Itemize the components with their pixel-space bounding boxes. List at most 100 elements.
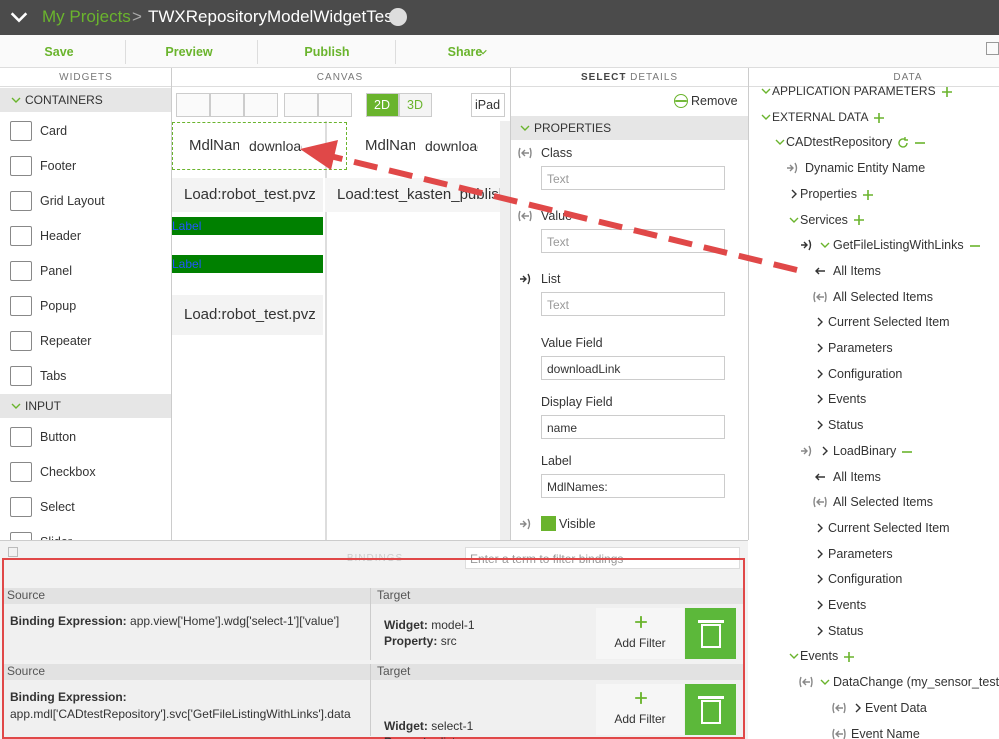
visible-checkbox[interactable]: [541, 516, 556, 531]
tree-item[interactable]: Current Selected Item: [828, 520, 950, 536]
icon-path: [874, 112, 885, 123]
toolbar-button[interactable]: Save: [44, 45, 74, 59]
widget-item[interactable]: Select: [40, 500, 75, 514]
device-button[interactable]: [471, 93, 505, 117]
widget-item[interactable]: Button: [40, 430, 77, 444]
tree-item[interactable]: EXTERNAL DATA: [772, 109, 885, 125]
tree-item[interactable]: LoadBinary: [833, 443, 913, 459]
target-line: Property: list: [384, 734, 455, 739]
icon-path: [11, 97, 21, 103]
tree-item[interactable]: All Selected Items: [833, 494, 933, 510]
target-key: Property:: [384, 735, 437, 739]
tree-item[interactable]: DataChange (my_sensor_test1): [833, 674, 999, 690]
widget-item[interactable]: Checkbox: [40, 465, 96, 479]
tree-label: Status: [828, 418, 864, 433]
tree-item[interactable]: All Items: [833, 263, 881, 279]
field-input[interactable]: downloadLink: [541, 356, 725, 380]
panel-title: DATA: [893, 72, 923, 83]
tree-item[interactable]: APPLICATION PARAMETERS: [772, 83, 953, 99]
icon-path: [941, 86, 952, 97]
view-button[interactable]: [399, 93, 432, 117]
icon-path: [822, 446, 828, 456]
plus-icon: [853, 215, 864, 226]
chevD-icon: [520, 125, 530, 131]
widget-item[interactable]: Footer: [40, 159, 77, 173]
toolbar-divider: [395, 40, 396, 64]
tree-item[interactable]: Events: [828, 597, 866, 613]
toolbar-button[interactable]: Preview: [165, 45, 213, 59]
icon-path: [815, 267, 825, 275]
tree-item[interactable]: Event Name: [851, 726, 920, 739]
tree-item[interactable]: Dynamic Entity Name: [805, 160, 925, 176]
tree-item[interactable]: GetFileListingWithLinks: [833, 237, 981, 253]
canvas-margin: [500, 121, 510, 540]
icon-path: [844, 652, 855, 663]
toolbar-button[interactable]: Share: [447, 45, 483, 59]
icon-path: [635, 692, 647, 704]
field-input[interactable]: Text: [541, 229, 725, 253]
tree-item[interactable]: Event Data: [865, 700, 927, 716]
tree-item[interactable]: Properties: [800, 186, 874, 202]
canvas-area: MdlNames: downloadLink MdlNames: downloadLi…: [172, 121, 500, 540]
chevD-icon: [326, 144, 334, 150]
icon-path: [817, 523, 823, 533]
tree-item[interactable]: Status: [828, 417, 863, 433]
toolbar: [0, 35, 999, 68]
tree-item[interactable]: Current Selected Item: [828, 314, 950, 330]
field-input[interactable]: name: [541, 415, 725, 439]
chevD-icon: [761, 88, 771, 94]
canvas-tool-button[interactable]: [284, 93, 318, 117]
widget-item[interactable]: Repeater: [40, 334, 92, 348]
field-placeholder: Text: [547, 298, 570, 312]
tree-item[interactable]: Configuration: [828, 366, 902, 382]
toolbar-button[interactable]: Publish: [304, 45, 350, 59]
minus-icon: [915, 142, 926, 144]
delete-button[interactable]: [685, 684, 736, 735]
home-link[interactable]: My Projects: [42, 7, 131, 26]
tree-item[interactable]: Services: [800, 212, 865, 228]
tree-label: CADtestRepository: [786, 135, 893, 150]
widget-item[interactable]: Popup: [40, 299, 77, 313]
tree-item[interactable]: Events: [828, 391, 866, 407]
canvas-tool-button[interactable]: [244, 93, 278, 117]
trash-lid: [698, 620, 724, 623]
field-input[interactable]: Text: [541, 292, 725, 316]
arrowL-icon: [815, 267, 825, 275]
widget-item[interactable]: Grid Layout: [40, 194, 105, 208]
tree-item[interactable]: All Selected Items: [833, 289, 933, 305]
widget-item[interactable]: Header: [40, 229, 81, 243]
view-button[interactable]: [366, 93, 399, 117]
chevD-icon: [10, 12, 28, 23]
widget-item[interactable]: Tabs: [40, 369, 67, 383]
tree-item[interactable]: Parameters: [828, 340, 893, 356]
source-header: Source: [7, 664, 46, 678]
remove-button[interactable]: Remove: [691, 94, 738, 108]
tree-item[interactable]: Events: [800, 648, 855, 664]
tree-item[interactable]: CADtestRepository: [786, 134, 926, 150]
canvas-tool-button[interactable]: [176, 93, 210, 117]
tree-item[interactable]: Status: [828, 623, 863, 639]
widget-icon: [10, 427, 32, 447]
tree-item[interactable]: Configuration: [828, 571, 902, 587]
chevR-icon: [817, 600, 823, 610]
canvas-tool-button[interactable]: [210, 93, 244, 117]
add-filter-button[interactable]: Add Filter: [596, 608, 684, 659]
chevD-icon: [775, 139, 785, 146]
chevR-icon: [791, 189, 797, 199]
field-input[interactable]: MdlNames:: [541, 474, 725, 498]
add-filter-button[interactable]: Add Filter: [596, 684, 684, 735]
icon-path: [862, 189, 873, 200]
canvas-tool-button[interactable]: [318, 93, 352, 117]
field-input[interactable]: Text: [541, 166, 725, 190]
tree-item[interactable]: Parameters: [828, 546, 893, 562]
tree-item[interactable]: All Items: [833, 469, 881, 485]
widget-item[interactable]: Card: [40, 124, 68, 138]
widget-item[interactable]: Panel: [40, 264, 72, 278]
field-label: Display Field: [541, 395, 613, 409]
field-label: Class: [541, 146, 573, 160]
panel-title: CANVAS: [316, 72, 364, 83]
widget-icon: [10, 121, 32, 141]
delete-button[interactable]: [685, 608, 736, 659]
chevD-icon: [479, 49, 487, 55]
top-bar: [0, 0, 999, 35]
